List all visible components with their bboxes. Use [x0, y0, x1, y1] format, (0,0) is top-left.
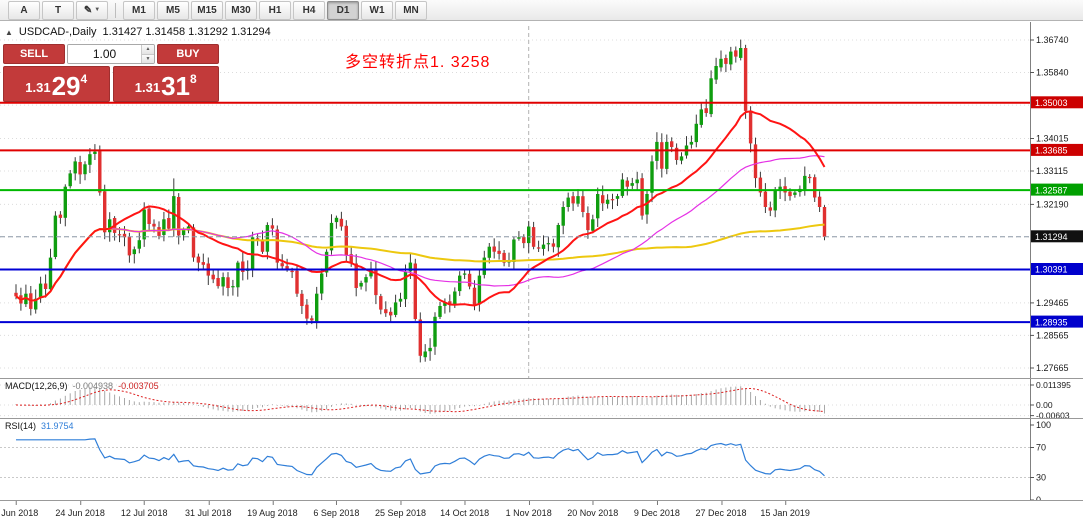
macd-svg: 0.011395 0.00-0.00603 — [0, 379, 1071, 419]
lot-increase-icon[interactable]: ▲ — [142, 45, 154, 55]
date-label: 31 Jul 2018 — [185, 501, 232, 518]
candlestick-chart-svg: 1.36740 1.35840 1.35003 1.34015 1.33685 1.331… — [0, 22, 1083, 378]
date-label: 27 Dec 2018 — [695, 501, 747, 518]
rsi-axis: 100 70 30 0 — [1030, 419, 1051, 501]
chart-area[interactable]: 1.36740 1.35840 1.35003 1.34015 1.33685 1.331… — [0, 22, 1083, 378]
ohlc-values: 1.31427 1.31458 1.31292 1.31294 — [102, 26, 271, 38]
svg-text:1.29465: 1.29465 — [1036, 298, 1069, 308]
rsi-line — [16, 438, 825, 477]
date-label: 5 Jun 2018 — [0, 501, 38, 518]
timeframe-H4-button[interactable]: H4 — [293, 0, 325, 20]
svg-text:1.36740: 1.36740 — [1036, 35, 1069, 45]
macd-axis: 0.011395 0.00-0.00603 — [1030, 379, 1071, 419]
rsi-levels — [0, 447, 1030, 478]
svg-text:1.32587: 1.32587 — [1035, 185, 1068, 195]
svg-text:1.31294: 1.31294 — [1035, 232, 1068, 242]
svg-text:1.35003: 1.35003 — [1035, 98, 1068, 108]
ma-45-line — [15, 155, 825, 302]
price-axis: 1.36740 1.35840 1.35003 1.34015 1.33685 1.331… — [1030, 22, 1083, 378]
macd-main-value: -0.004938 — [72, 381, 114, 391]
svg-text:1.34015: 1.34015 — [1036, 134, 1069, 144]
macd-indicator-panel[interactable]: 0.011395 0.00 -0.00603 MACD(12,26,9) -0.00… — [0, 378, 1083, 419]
ask-price-big-digits: 31 — [161, 71, 191, 101]
timeframe-W1-button[interactable]: W1 — [361, 0, 393, 20]
svg-text:0.00: 0.00 — [1036, 400, 1053, 410]
ask-price-prefix: 1.31 — [134, 80, 161, 95]
chart-annotation-text: 多空转折点1. 3258 — [345, 54, 491, 71]
dropdown-caret-icon: ▼ — [94, 7, 101, 13]
lot-size-field[interactable]: ▲ ▼ — [67, 44, 155, 64]
date-label: 12 Jul 2018 — [120, 501, 168, 518]
rsi-value: 31.9754 — [41, 421, 74, 431]
rsi-indicator-panel[interactable]: 100 70 30 0 RSI(14) 31.9754 — [0, 418, 1083, 501]
timeframe-MN-button[interactable]: MN — [395, 0, 427, 20]
svg-text:30: 30 — [1036, 473, 1046, 483]
bid-price-display[interactable]: 1.31 29 4 — [3, 66, 110, 102]
bid-price-big-digits: 29 — [51, 71, 81, 101]
rsi-svg: 100 70 30 0 — [0, 419, 1051, 501]
ask-price-display[interactable]: 1.31 31 8 — [112, 66, 219, 102]
timeframe-M1-button[interactable]: M1 — [123, 0, 155, 20]
toolbar: A T ✎ ▼ M1 M5 M15 M30 H1 H4 D1 W1 MN — [0, 0, 1083, 21]
one-click-toggle-icon[interactable]: ▲ — [5, 27, 13, 37]
date-label: 6 Sep 2018 — [313, 501, 360, 518]
toolbar-tools: A T ✎ ▼ — [8, 0, 108, 20]
timeframe-buttons: M1 M5 M15 M30 H1 H4 D1 W1 MN — [123, 0, 427, 20]
bid-price-prefix: 1.31 — [25, 80, 51, 95]
svg-text:1.32190: 1.32190 — [1036, 200, 1069, 210]
svg-text:70: 70 — [1036, 443, 1046, 453]
ask-price-pip: 8 — [190, 72, 197, 86]
date-label: 24 Jun 2018 — [55, 501, 105, 518]
rsi-name: RSI(14) — [5, 421, 37, 431]
svg-text:1.33115: 1.33115 — [1036, 166, 1068, 176]
date-axis[interactable]: 5 Jun 2018 24 Jun 2018 12 Jul 2018 31 Jul 2… — [0, 500, 1083, 528]
chart-title: ▲ USDCAD-,Daily 1.31427 1.31458 1.31292 … — [5, 26, 271, 38]
sell-button[interactable]: SELL — [3, 44, 65, 64]
date-label: 15 Jan 2019 — [760, 501, 810, 518]
ma-20-line — [15, 110, 826, 307]
lot-spinner[interactable]: ▲ ▼ — [141, 45, 154, 63]
svg-text:0: 0 — [1036, 495, 1041, 501]
symbol-period-label: USDCAD-,Daily — [18, 26, 97, 38]
svg-text:100: 100 — [1036, 420, 1051, 430]
svg-text:0.011395: 0.011395 — [1036, 380, 1071, 390]
svg-text:-0.00603: -0.00603 — [1036, 411, 1070, 419]
macd-name: MACD(12,26,9) — [5, 381, 68, 391]
toolbar-separator — [115, 2, 116, 18]
date-label: 9 Dec 2018 — [633, 501, 680, 518]
lot-size-input[interactable] — [68, 45, 141, 63]
svg-text:1.28565: 1.28565 — [1036, 331, 1069, 341]
lot-decrease-icon[interactable]: ▼ — [142, 54, 154, 63]
crosshair-tool-button[interactable]: A — [8, 0, 40, 20]
svg-text:1.33685: 1.33685 — [1035, 146, 1068, 156]
date-label: 20 Nov 2018 — [567, 501, 619, 518]
svg-text:1.27665: 1.27665 — [1036, 363, 1069, 373]
svg-text:1.28935: 1.28935 — [1035, 317, 1068, 327]
date-label: 19 Aug 2018 — [247, 501, 298, 518]
timeframe-H1-button[interactable]: H1 — [259, 0, 291, 20]
timeframe-M5-button[interactable]: M5 — [157, 0, 189, 20]
ma-120-line — [15, 223, 825, 302]
draw-tool-button[interactable]: ✎ ▼ — [76, 0, 108, 20]
candlesticks — [14, 39, 827, 363]
date-label: 1 Nov 2018 — [505, 501, 552, 518]
timeframe-M15-button[interactable]: M15 — [191, 0, 223, 20]
date-label: 25 Sep 2018 — [374, 501, 427, 518]
rsi-label: RSI(14) 31.9754 — [5, 421, 74, 431]
timeframe-D1-button[interactable]: D1 — [327, 0, 359, 20]
macd-signal-line — [15, 387, 825, 413]
macd-signal-value: -0.003705 — [118, 381, 159, 391]
timeframe-M30-button[interactable]: M30 — [225, 0, 257, 20]
buy-button[interactable]: BUY — [157, 44, 219, 64]
svg-text:1.30391: 1.30391 — [1035, 265, 1068, 275]
bid-price-pip: 4 — [80, 72, 88, 86]
macd-label: MACD(12,26,9) -0.004938 -0.003705 — [5, 381, 159, 391]
date-label: 14 Oct 2018 — [440, 501, 490, 518]
text-tool-button[interactable]: T — [42, 0, 74, 20]
svg-text:1.35840: 1.35840 — [1036, 68, 1069, 78]
